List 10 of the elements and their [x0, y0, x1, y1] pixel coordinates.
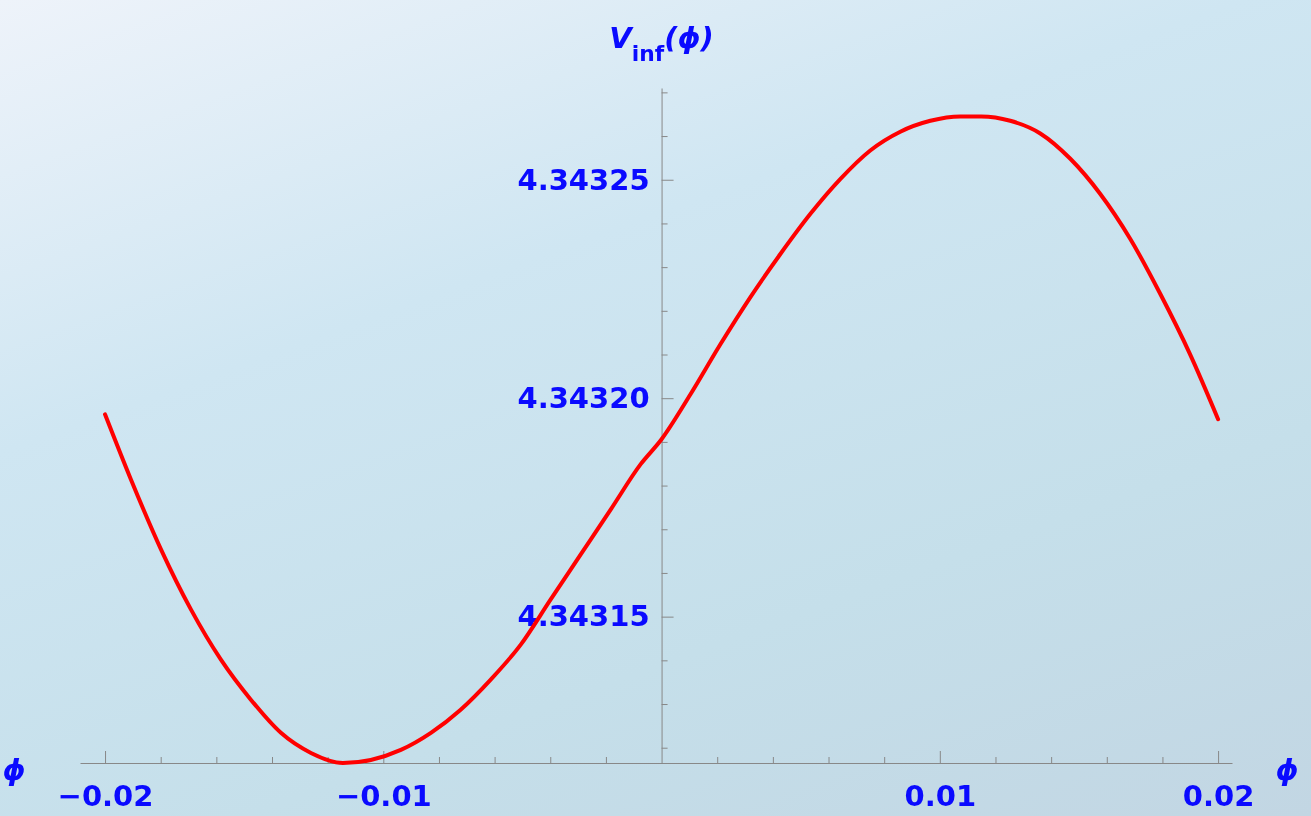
text: ϕ — [2, 753, 26, 787]
x-tick-label: 0.01 — [904, 778, 977, 813]
y-tick-label: 4.34325 — [517, 162, 650, 197]
x-tick-label: −0.02 — [57, 778, 154, 813]
x-tick-label: 0.02 — [1182, 778, 1255, 813]
x-axis-title: ϕ — [1275, 753, 1299, 787]
line-series — [103, 114, 1221, 765]
y-tick-label: 4.34320 — [517, 380, 650, 415]
x-tick-label: −0.01 — [335, 778, 432, 813]
y-axis-title: V$_{inf}$(ϕ) — [609, 21, 714, 66]
